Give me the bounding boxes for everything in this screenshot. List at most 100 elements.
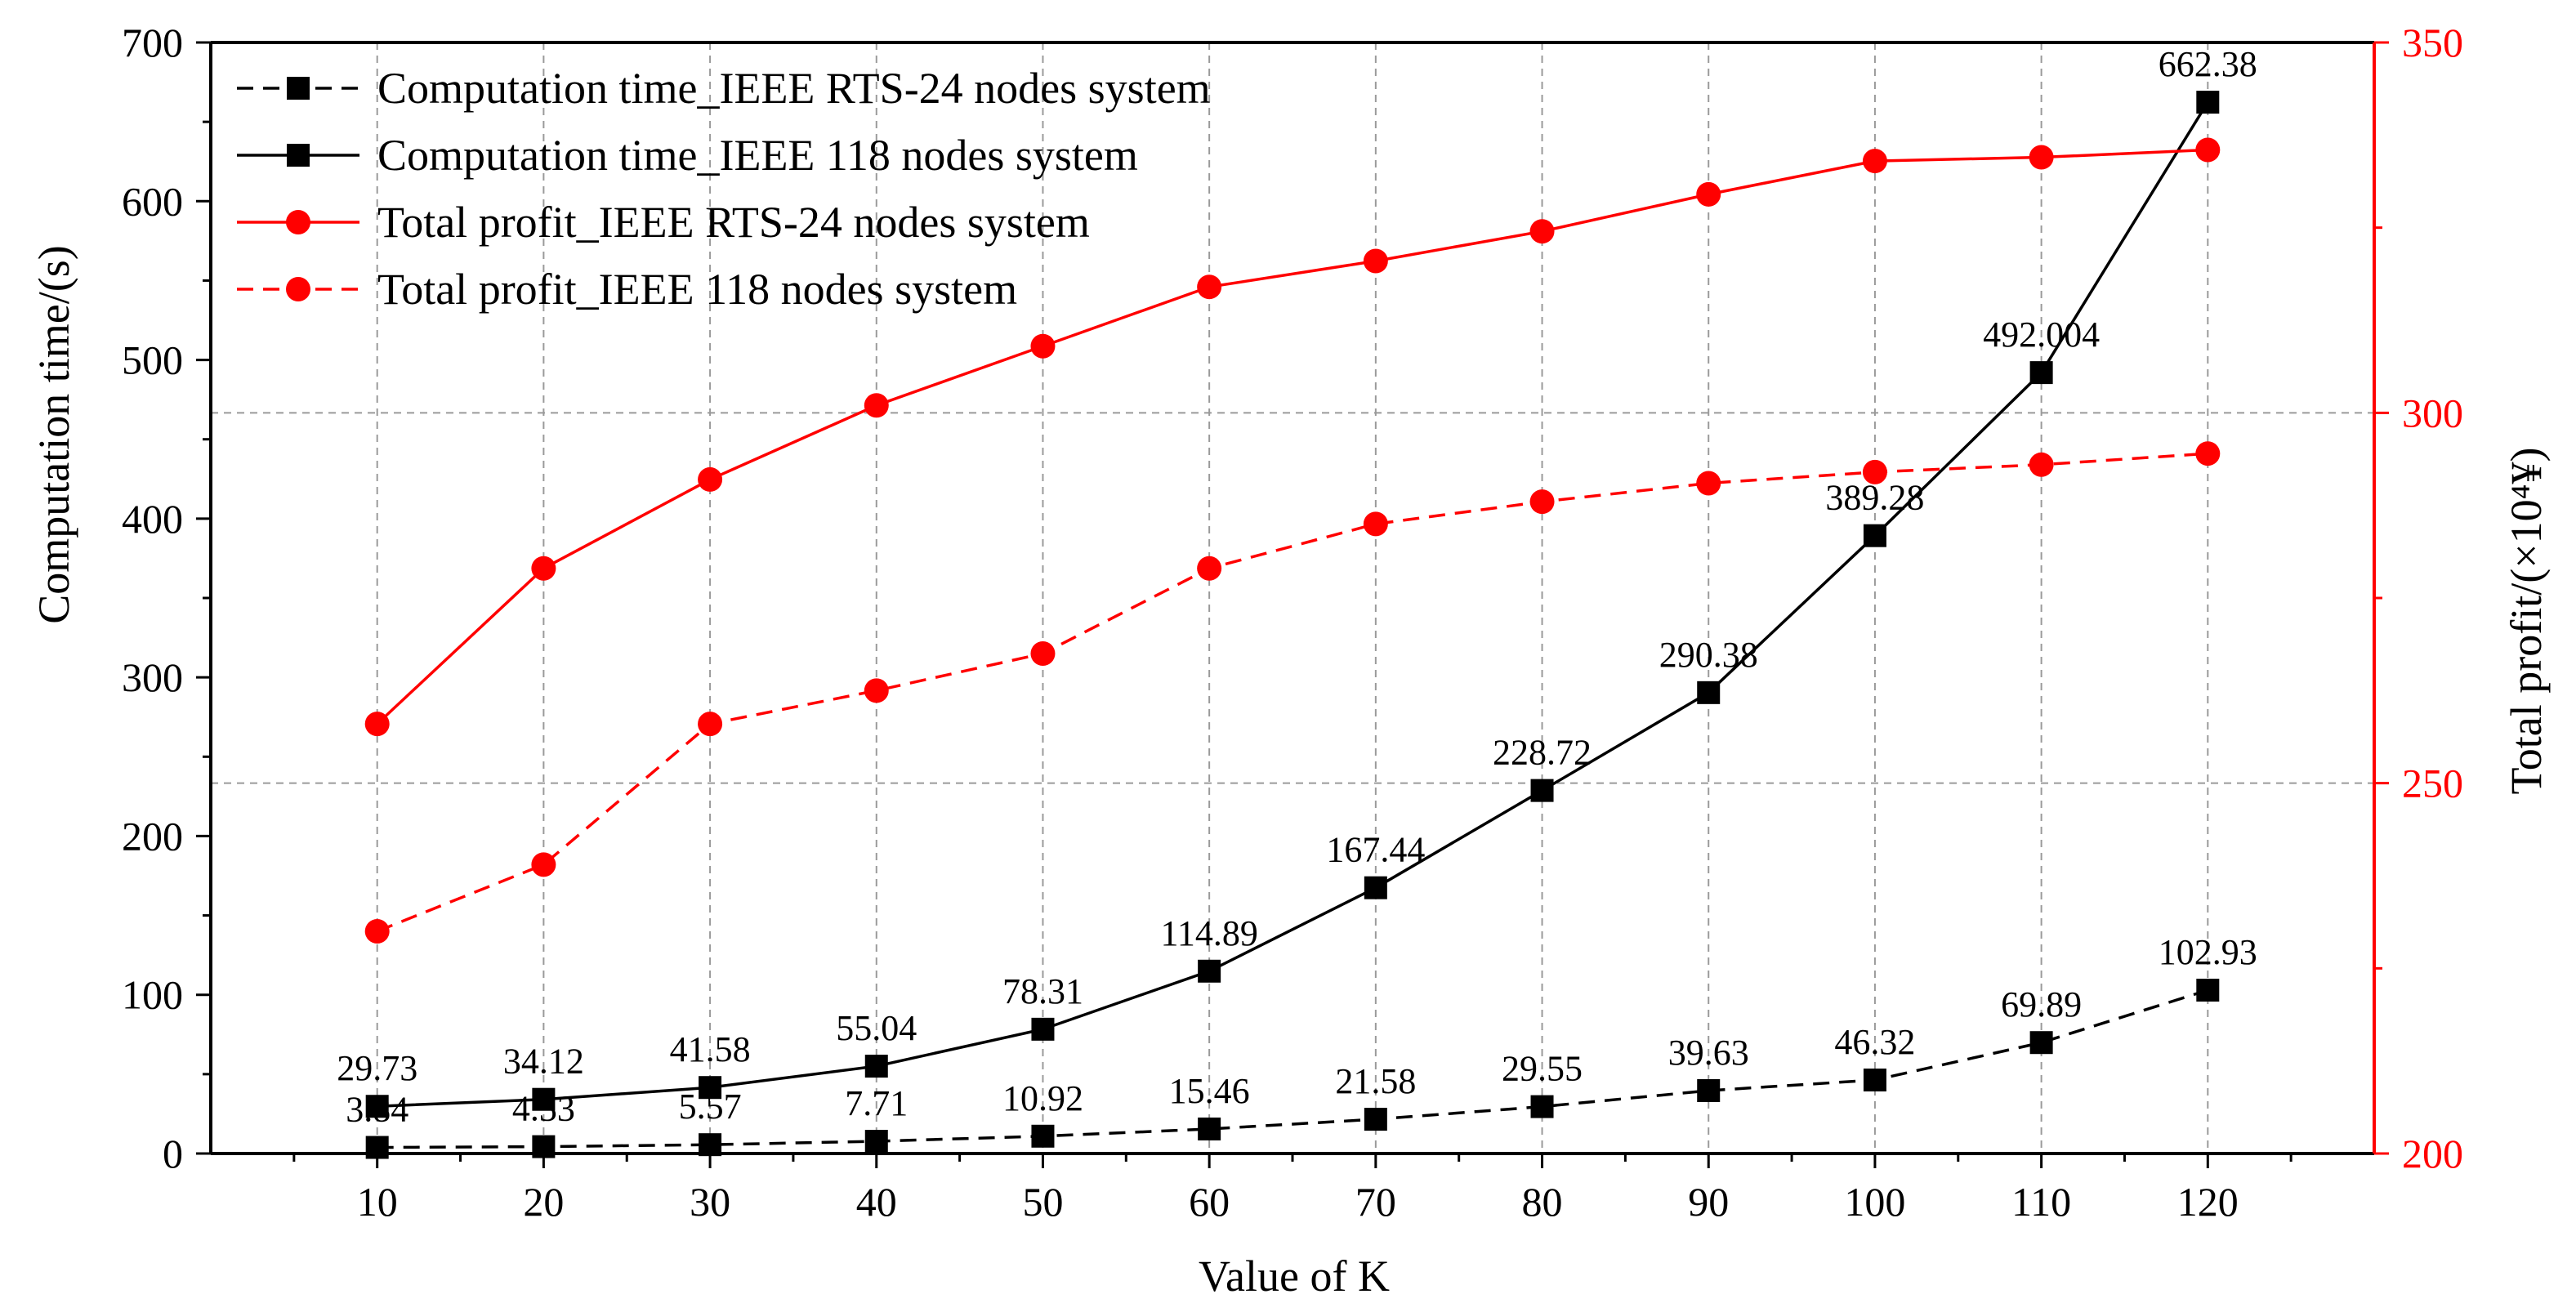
- series-2-point: [1530, 779, 1554, 802]
- series-3-point: [1197, 274, 1222, 300]
- data-label: 29.55: [1502, 1049, 1583, 1089]
- series-2-point: [365, 1095, 389, 1118]
- data-label: 41.58: [670, 1029, 751, 1069]
- data-label: 29.73: [337, 1048, 417, 1088]
- series-4-point: [364, 919, 390, 944]
- series-4-point: [2029, 452, 2054, 477]
- series-1-point: [1530, 1095, 1554, 1118]
- series-4-point: [1862, 459, 1887, 484]
- y-left-tick-label: 400: [122, 496, 183, 542]
- x-axis-title: Value of K: [1199, 1252, 1390, 1301]
- series-2-point: [2196, 91, 2220, 114]
- legend-label-2: Computation time_IEEE 118 nodes system: [377, 131, 1138, 180]
- series-4-point: [1696, 471, 1721, 496]
- series-line-2: [377, 101, 2209, 1108]
- data-label: 46.32: [1834, 1022, 1915, 1062]
- series-2-point: [1198, 959, 1221, 983]
- series-2-point: [1863, 524, 1886, 547]
- legend-marker-2: [287, 144, 310, 167]
- series-line-3: [376, 148, 2208, 725]
- y-left-tick-label: 700: [122, 20, 183, 65]
- data-label: 55.04: [836, 1008, 917, 1048]
- series-3-point: [1862, 149, 1887, 174]
- series-line-1: [377, 988, 2208, 1149]
- series-line-4: [377, 452, 2208, 933]
- y-right-tick-label: 350: [2402, 20, 2463, 65]
- data-label: 114.89: [1160, 913, 1257, 953]
- series-1-point: [2196, 979, 2220, 1002]
- series-4-point: [531, 852, 556, 877]
- series-4-point: [1363, 511, 1388, 537]
- series-3-point: [1363, 248, 1388, 274]
- legend-marker-1: [287, 77, 310, 100]
- series-1-point: [1364, 1108, 1387, 1131]
- series-2-point: [1031, 1017, 1055, 1041]
- grid: [211, 42, 2374, 1154]
- series-4-point: [2195, 441, 2221, 466]
- y-right-tick-label: 200: [2402, 1131, 2463, 1176]
- series-1-point: [1198, 1117, 1221, 1140]
- series-2-point: [699, 1076, 722, 1100]
- series-4-point: [698, 712, 723, 737]
- x-tick-label: 50: [1022, 1179, 1063, 1225]
- series-3-point: [1030, 333, 1056, 359]
- series-1-point: [1863, 1069, 1886, 1092]
- legend: Computation time_IEEE RTS-24 nodes syste…: [237, 64, 1211, 314]
- y-left-tick-label: 0: [163, 1131, 183, 1176]
- data-label: 10.92: [1002, 1078, 1083, 1118]
- y-right-tick-label: 250: [2402, 761, 2463, 806]
- data-label: 228.72: [1493, 733, 1592, 773]
- data-label: 389.28: [1825, 478, 1924, 518]
- series-2-point: [864, 1055, 888, 1078]
- x-tick-label: 70: [1355, 1179, 1396, 1225]
- series-3-point: [698, 466, 723, 492]
- series-3-point: [2195, 137, 2221, 163]
- y-left-tick-label: 500: [122, 337, 183, 383]
- series-4-point: [864, 678, 889, 703]
- series-1-point: [2029, 1031, 2053, 1055]
- series-4-point: [1529, 489, 1555, 515]
- y-left-tick-label: 100: [122, 972, 183, 1018]
- series-4-point: [1030, 641, 1056, 666]
- x-tick-label: 120: [2177, 1179, 2239, 1225]
- x-tick-label: 110: [2011, 1179, 2071, 1225]
- data-label: 7.71: [845, 1083, 908, 1123]
- y-left-tick-label: 300: [122, 654, 183, 700]
- data-label: 167.44: [1326, 830, 1425, 870]
- axes: 10 20 30 40 50 60 70 80 90 100 110 120 0 100 200 300 400…: [122, 20, 2463, 1225]
- series-2-point: [2029, 361, 2053, 385]
- series-3-point: [364, 712, 390, 737]
- data-label: 492.004: [1983, 315, 2100, 355]
- legend-label-1: Computation time_IEEE RTS-24 nodes syste…: [377, 64, 1211, 113]
- y-left-tick-label: 600: [122, 178, 183, 224]
- data-label: 34.12: [503, 1042, 584, 1082]
- data-label: 15.46: [1169, 1071, 1250, 1111]
- series-3-point: [1696, 181, 1721, 207]
- y-axis-right-title: Total profit/(×10⁴¥): [2502, 448, 2551, 795]
- data-label: 290.38: [1659, 635, 1758, 675]
- legend-marker-4: [286, 277, 310, 301]
- series-1-point: [1031, 1124, 1055, 1148]
- y-left-tick-label: 200: [122, 813, 183, 859]
- series-1-point: [864, 1130, 888, 1154]
- data-label: 39.63: [1668, 1033, 1749, 1073]
- data-label: 102.93: [2159, 932, 2257, 972]
- legend-label-3: Total profit_IEEE RTS-24 nodes system: [377, 198, 1090, 247]
- data-label: 3.84: [346, 1090, 408, 1130]
- y-axis-left-title: Computation time/(s): [29, 245, 78, 623]
- x-tick-label: 100: [1844, 1179, 1905, 1225]
- series-2-point: [1697, 681, 1721, 704]
- series-3-point: [2029, 145, 2054, 170]
- legend-marker-3: [286, 210, 310, 234]
- x-tick-label: 40: [856, 1179, 897, 1225]
- data-label: 5.57: [679, 1087, 742, 1127]
- data-label: 4.33: [512, 1089, 575, 1129]
- x-tick-label: 60: [1189, 1179, 1230, 1225]
- series-4-point: [1197, 556, 1222, 581]
- x-tick-label: 20: [523, 1179, 564, 1225]
- series-3-point: [531, 556, 556, 581]
- series-3-point: [864, 393, 889, 418]
- y-right-tick-label: 300: [2402, 390, 2463, 435]
